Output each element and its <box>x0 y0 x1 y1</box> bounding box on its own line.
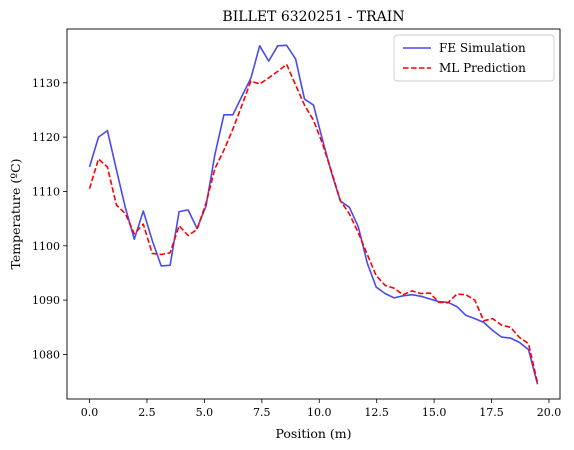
plot-area <box>90 45 538 384</box>
x-tick-label: 10.0 <box>307 406 332 419</box>
series-line-ml-prediction <box>90 64 538 382</box>
x-tick-label: 15.0 <box>422 406 447 419</box>
legend-label: FE Simulation <box>439 41 526 55</box>
y-tick-label: 1110 <box>32 185 60 198</box>
x-tick-label: 5.0 <box>196 406 214 419</box>
x-axis: 0.0 2.5 5.0 7.5 10.0 12.5 15.0 17.5 20.0 <box>81 399 561 419</box>
chart-title: BILLET 6320251 - TRAIN <box>222 9 404 25</box>
x-tick-label: 0.0 <box>81 406 99 419</box>
legend: FE Simulation ML Prediction <box>394 35 554 81</box>
axes-frame <box>67 29 560 399</box>
x-tick-label: 2.5 <box>138 406 156 419</box>
y-axis: 1080 1090 1100 1110 1120 1130 <box>32 77 67 362</box>
x-axis-label: Position (m) <box>275 426 351 441</box>
y-tick-label: 1120 <box>32 131 60 144</box>
y-tick-label: 1130 <box>32 77 60 90</box>
x-tick-label: 7.5 <box>253 406 271 419</box>
y-tick-label: 1100 <box>32 240 60 253</box>
series-line-fe-simulation <box>90 45 538 384</box>
y-tick-label: 1090 <box>32 294 60 307</box>
y-tick-label: 1080 <box>32 348 60 361</box>
x-tick-label: 17.5 <box>479 406 504 419</box>
x-tick-label: 12.5 <box>364 406 389 419</box>
y-axis-label: Temperature (ºC) <box>8 158 23 269</box>
x-tick-label: 20.0 <box>537 406 562 419</box>
legend-label: ML Prediction <box>439 61 526 75</box>
